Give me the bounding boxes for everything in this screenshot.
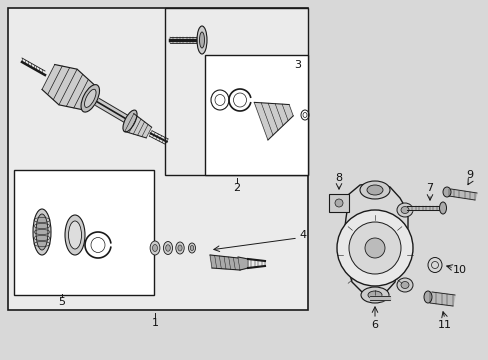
Polygon shape	[95, 98, 129, 123]
Text: 10: 10	[452, 265, 466, 275]
Ellipse shape	[190, 246, 193, 251]
Ellipse shape	[68, 221, 81, 249]
Ellipse shape	[176, 242, 184, 254]
Text: 6: 6	[371, 320, 378, 330]
Ellipse shape	[33, 209, 51, 255]
Ellipse shape	[360, 287, 388, 303]
Text: 2: 2	[233, 183, 240, 193]
Text: 11: 11	[437, 320, 451, 330]
Circle shape	[364, 238, 384, 258]
Bar	[164, 8, 307, 175]
Polygon shape	[429, 292, 454, 306]
Ellipse shape	[81, 85, 99, 112]
Polygon shape	[209, 255, 240, 270]
Text: 3: 3	[294, 60, 301, 70]
Bar	[14, 170, 154, 295]
Polygon shape	[343, 183, 407, 296]
Ellipse shape	[423, 291, 431, 303]
Ellipse shape	[400, 282, 408, 288]
Polygon shape	[238, 257, 247, 270]
Text: 4: 4	[299, 230, 306, 240]
Ellipse shape	[396, 278, 412, 292]
Ellipse shape	[178, 245, 182, 251]
Ellipse shape	[366, 185, 382, 195]
Ellipse shape	[65, 215, 85, 255]
Ellipse shape	[122, 110, 137, 132]
Ellipse shape	[439, 202, 446, 214]
Ellipse shape	[152, 244, 157, 252]
Text: 1: 1	[151, 318, 158, 328]
Ellipse shape	[188, 243, 195, 253]
Ellipse shape	[84, 89, 96, 107]
Polygon shape	[448, 189, 476, 200]
Ellipse shape	[199, 32, 204, 48]
Polygon shape	[406, 206, 439, 210]
Bar	[8, 8, 307, 310]
Ellipse shape	[359, 181, 389, 199]
Text: 9: 9	[466, 170, 472, 180]
Text: 5: 5	[59, 297, 65, 307]
Ellipse shape	[396, 203, 412, 217]
Polygon shape	[254, 102, 293, 140]
Ellipse shape	[197, 26, 206, 54]
Ellipse shape	[163, 242, 172, 255]
Ellipse shape	[400, 207, 408, 213]
Circle shape	[334, 199, 342, 207]
Bar	[204, 55, 307, 175]
Ellipse shape	[367, 291, 381, 299]
Text: 8: 8	[335, 173, 342, 183]
Text: 7: 7	[426, 183, 433, 193]
Ellipse shape	[165, 245, 170, 251]
Circle shape	[348, 222, 400, 274]
Polygon shape	[369, 296, 389, 300]
Ellipse shape	[150, 241, 160, 255]
Polygon shape	[42, 64, 94, 109]
Polygon shape	[124, 114, 151, 138]
Circle shape	[336, 210, 412, 286]
Ellipse shape	[442, 187, 450, 197]
Ellipse shape	[36, 214, 48, 250]
FancyBboxPatch shape	[328, 194, 348, 212]
